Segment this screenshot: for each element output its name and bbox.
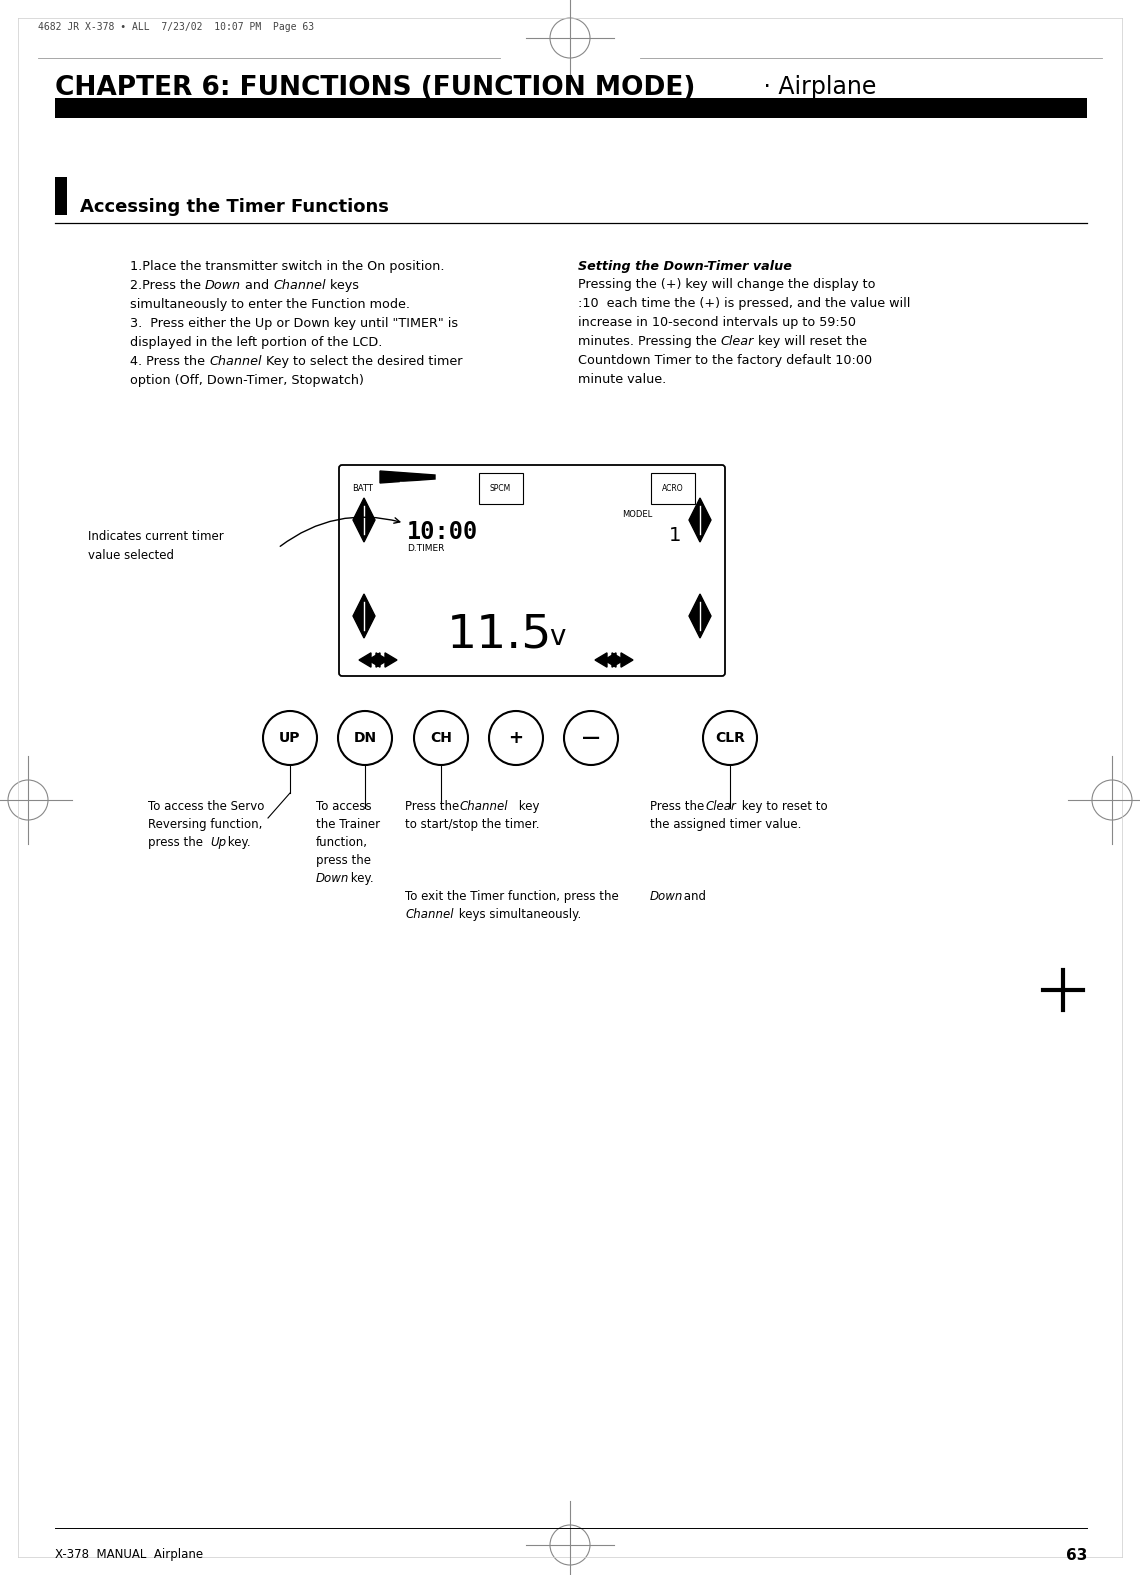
Text: to start/stop the timer.: to start/stop the timer. (405, 817, 539, 832)
Text: 4. Press the: 4. Press the (130, 354, 209, 369)
Text: key.: key. (347, 873, 374, 885)
Text: 1.Place the transmitter switch in the On position.: 1.Place the transmitter switch in the On… (130, 260, 445, 272)
Text: · Airplane: · Airplane (756, 76, 877, 99)
Polygon shape (689, 498, 711, 542)
Text: CH: CH (430, 731, 451, 745)
Text: Channel: Channel (209, 354, 261, 369)
Text: CHAPTER 6: FUNCTIONS (FUNCTION MODE): CHAPTER 6: FUNCTIONS (FUNCTION MODE) (55, 76, 695, 101)
Text: CLR: CLR (715, 731, 744, 745)
Text: Indicates current timer
value selected: Indicates current timer value selected (88, 531, 223, 562)
Text: key to reset to: key to reset to (738, 800, 828, 813)
Text: BATT: BATT (352, 484, 373, 493)
Text: To exit the Timer function, press the: To exit the Timer function, press the (405, 890, 622, 902)
Text: Press the: Press the (405, 800, 463, 813)
Text: Pressing the (+) key will change the display to: Pressing the (+) key will change the dis… (578, 279, 876, 291)
Text: UP: UP (279, 731, 301, 745)
Text: :10  each time the (+) is pressed, and the value will: :10 each time the (+) is pressed, and th… (578, 298, 911, 310)
Text: option (Off, Down-Timer, Stopwatch): option (Off, Down-Timer, Stopwatch) (130, 373, 364, 387)
Text: Accessing the Timer Functions: Accessing the Timer Functions (80, 198, 389, 216)
Text: Setting the Down-Timer value: Setting the Down-Timer value (578, 260, 792, 272)
Text: key will reset the: key will reset the (755, 335, 868, 348)
Text: —: — (581, 729, 600, 747)
Text: DN: DN (353, 731, 376, 745)
Polygon shape (689, 594, 711, 638)
Text: 63: 63 (1066, 1548, 1088, 1562)
Text: Clear: Clear (720, 335, 755, 348)
Text: Down: Down (316, 873, 349, 885)
Text: increase in 10-second intervals up to 59:50: increase in 10-second intervals up to 59… (578, 317, 856, 329)
Text: X-378  MANUAL  Airplane: X-378 MANUAL Airplane (55, 1548, 203, 1561)
Text: Key to select the desired timer: Key to select the desired timer (261, 354, 462, 369)
Text: D.TIMER: D.TIMER (407, 543, 445, 553)
Text: Countdown Timer to the factory default 10:00: Countdown Timer to the factory default 1… (578, 354, 872, 367)
Text: Up: Up (210, 836, 226, 849)
Text: Reversing function,: Reversing function, (148, 817, 262, 832)
Text: SPCM: SPCM (490, 484, 511, 493)
Polygon shape (359, 654, 371, 668)
Text: Channel: Channel (461, 800, 508, 813)
Text: v: v (549, 624, 565, 650)
Bar (55, 98, 1088, 118)
Text: Press the: Press the (650, 800, 708, 813)
Text: Channel: Channel (405, 909, 454, 921)
Text: and: and (242, 279, 274, 291)
Text: function,: function, (316, 836, 368, 849)
Polygon shape (376, 654, 388, 668)
Text: 4682 JR X-378 • ALL  7/23/02  10:07 PM  Page 63: 4682 JR X-378 • ALL 7/23/02 10:07 PM Pag… (38, 22, 315, 32)
Text: the assigned timer value.: the assigned timer value. (650, 817, 801, 832)
Text: press the: press the (148, 836, 206, 849)
Text: and: and (679, 890, 706, 902)
Text: simultaneously to enter the Function mode.: simultaneously to enter the Function mod… (130, 298, 410, 310)
Text: ACRO: ACRO (662, 484, 684, 493)
Polygon shape (604, 654, 616, 668)
Text: Clear: Clear (706, 800, 736, 813)
FancyBboxPatch shape (339, 465, 725, 676)
Bar (55, 176, 67, 216)
Polygon shape (595, 654, 606, 668)
Text: minute value.: minute value. (578, 373, 666, 386)
Text: keys: keys (326, 279, 359, 291)
Text: To access the Servo: To access the Servo (148, 800, 264, 813)
Polygon shape (612, 654, 624, 668)
Text: press the: press the (316, 854, 370, 866)
Text: 3.  Press either the Up or Down key until "TIMER" is: 3. Press either the Up or Down key until… (130, 317, 458, 331)
Text: minutes. Pressing the: minutes. Pressing the (578, 335, 720, 348)
Text: displayed in the left portion of the LCD.: displayed in the left portion of the LCD… (130, 335, 382, 350)
Text: MODEL: MODEL (622, 510, 652, 520)
Text: 10:00: 10:00 (407, 520, 479, 543)
Text: Down: Down (205, 279, 242, 291)
Text: 11.5: 11.5 (447, 613, 553, 658)
Text: the Trainer: the Trainer (316, 817, 380, 832)
Text: Down: Down (650, 890, 683, 902)
Polygon shape (385, 654, 397, 668)
Text: key: key (515, 800, 539, 813)
Text: keys simultaneously.: keys simultaneously. (455, 909, 581, 921)
Polygon shape (368, 654, 380, 668)
Text: To access: To access (316, 800, 372, 813)
Text: Channel: Channel (274, 279, 326, 291)
Polygon shape (353, 594, 375, 638)
Polygon shape (621, 654, 633, 668)
Polygon shape (380, 471, 435, 484)
Text: 2.Press the: 2.Press the (130, 279, 205, 291)
Polygon shape (353, 498, 375, 542)
Text: 1: 1 (669, 526, 682, 545)
Text: +: + (508, 729, 523, 747)
Text: key.: key. (223, 836, 251, 849)
